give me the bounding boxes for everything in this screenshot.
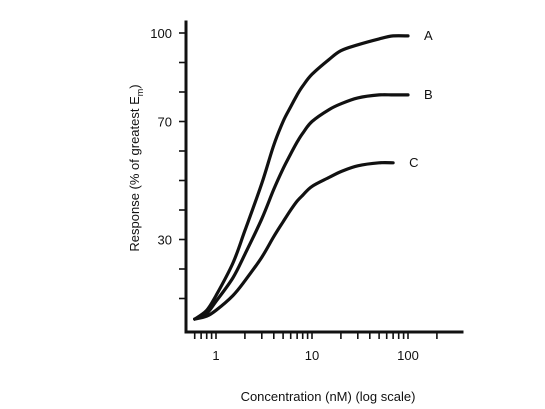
series-label-c: C [409, 155, 418, 170]
series-label-b: B [424, 87, 433, 102]
x-tick-label: 1 [212, 348, 219, 363]
y-axis-title-main: Response (% of greatest E [127, 96, 142, 252]
y-axis-title-subscript: m [135, 89, 145, 97]
x-axis-title: Concentration (nM) (log scale) [241, 389, 416, 404]
y-tick-label: 70 [158, 115, 172, 130]
series-label-a: A [424, 28, 433, 43]
x-tick-label: 10 [305, 348, 319, 363]
axes [184, 20, 464, 334]
series-line-a [193, 34, 410, 321]
y-tick-label: 100 [150, 26, 172, 41]
x-ticks: 1 10 100 [193, 332, 438, 363]
x-tick-label: 100 [397, 348, 419, 363]
y-ticks: 30 70 100 [150, 26, 186, 300]
y-tick-label: 30 [158, 233, 172, 248]
y-axis-title: Response (% of greatest Em) [127, 84, 145, 251]
y-axis-title-close: ) [127, 84, 142, 88]
series-line-c [193, 160, 395, 321]
series-group: A B C [193, 28, 433, 321]
series-line-b [193, 93, 410, 321]
